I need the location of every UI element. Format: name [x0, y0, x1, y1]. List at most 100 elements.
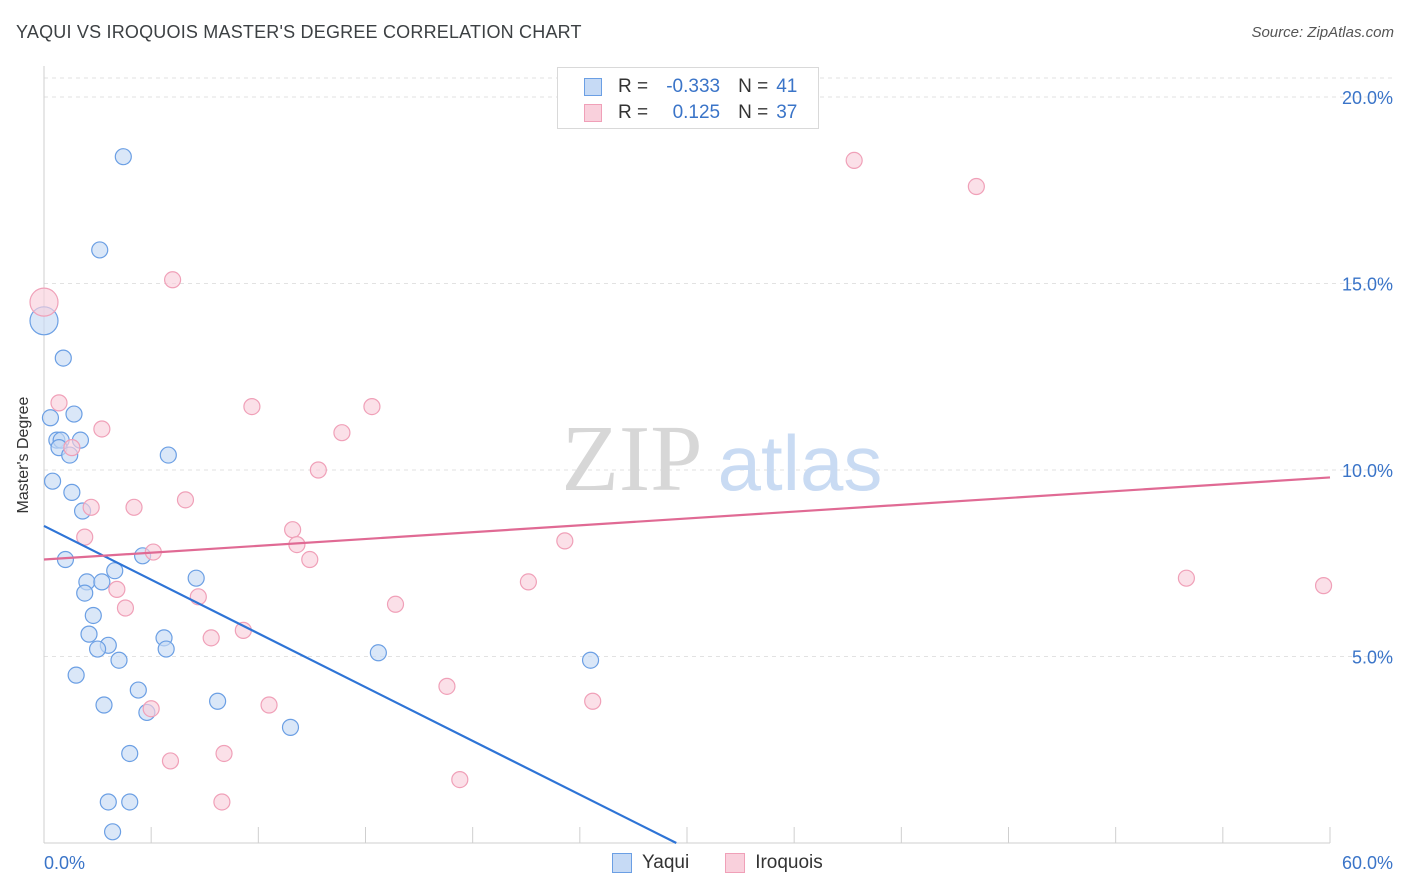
iroquois-point	[176, 491, 195, 509]
iroquois-point	[50, 394, 68, 412]
iroquois-point	[142, 700, 160, 718]
trend-lines	[43, 476, 1331, 844]
iroquois-point	[164, 271, 182, 289]
series-label-iroquois: Iroquois	[755, 852, 823, 873]
series-legend-yaqui: Yaqui	[612, 852, 689, 874]
yaqui-point	[84, 606, 102, 625]
iroquois-point	[1177, 569, 1195, 587]
yaqui-point	[157, 640, 175, 658]
yaqui-point	[187, 569, 205, 587]
yaqui-point	[106, 562, 124, 580]
series-swatch-iroquois	[725, 853, 746, 873]
iroquois-point	[333, 424, 351, 442]
yaqui-point	[110, 651, 128, 669]
yaqui-point	[67, 666, 85, 684]
legend-row-yaqui: R = -0.333 N = 41	[584, 75, 797, 99]
iroquois-point	[202, 629, 220, 647]
iroquois-trend-line	[43, 476, 1331, 561]
yaqui-point	[209, 692, 227, 710]
legend-row-iroquois: R = 0.125 N = 37	[584, 101, 797, 125]
iroquois-point	[161, 752, 180, 770]
yaqui-point	[581, 651, 600, 669]
grid-lines	[44, 77, 1392, 657]
yaqui-point	[63, 483, 81, 501]
yaqui-point	[99, 793, 117, 811]
legend-swatch-yaqui	[584, 78, 602, 96]
yaqui-point	[121, 744, 139, 763]
data-points	[29, 148, 1333, 841]
yaqui-point	[121, 793, 139, 811]
yaqui-point	[129, 681, 147, 699]
yaqui-point	[88, 640, 107, 658]
y-axis-label: Master's Degree	[15, 396, 32, 514]
legend-r-label: R =	[618, 76, 649, 97]
yaqui-point	[41, 409, 60, 427]
iroquois-point	[451, 770, 469, 789]
legend-n-value: 37	[776, 102, 798, 123]
yaqui-point	[95, 696, 113, 714]
yaqui-point	[43, 472, 62, 490]
iroquois-point	[63, 439, 81, 457]
iroquois-point	[967, 177, 985, 196]
iroquois-point	[301, 550, 319, 569]
x-tick-label: 0.0%	[44, 853, 85, 873]
series-swatch-yaqui	[612, 853, 632, 873]
yaqui-trend-line	[43, 524, 677, 844]
legend-r-value: 0.125	[672, 102, 721, 123]
tick-labels: 5.0% 10.0% 15.0% 20.0% 0.0% 60.0%	[44, 88, 1393, 873]
series-label-yaqui: Yaqui	[642, 852, 690, 873]
yaqui-point	[91, 241, 109, 259]
iroquois-point	[845, 151, 863, 170]
iroquois-point	[309, 461, 327, 479]
yaqui-point	[103, 823, 122, 841]
yaqui-point	[65, 405, 83, 423]
iroquois-point	[108, 580, 126, 598]
legend-r-label: R =	[618, 102, 649, 123]
yaqui-point	[80, 625, 98, 643]
iroquois-point	[260, 696, 278, 714]
iroquois-point	[116, 599, 135, 617]
iroquois-point	[93, 420, 111, 438]
iroquois-point	[363, 397, 381, 416]
x-tick-label: 60.0%	[1342, 853, 1393, 873]
source-label: Source: ZipAtlas.com	[1251, 24, 1394, 41]
yaqui-point	[54, 349, 72, 367]
legend-r-value: -0.333	[666, 76, 721, 97]
watermark-zip: ZIP	[562, 407, 703, 511]
legend-swatch-iroquois	[584, 104, 602, 122]
watermark: ZIP atlas	[562, 407, 883, 511]
correlation-legend: R = -0.333 N = 41 R = 0.125 N = 37	[557, 67, 819, 129]
legend-n-label: N =	[738, 102, 769, 123]
watermark-atlas: atlas	[718, 419, 883, 507]
iroquois-point	[386, 595, 405, 613]
yaqui-point	[93, 573, 111, 591]
yaqui-point	[369, 644, 387, 662]
iroquois-point	[1314, 577, 1333, 595]
iroquois-point	[284, 521, 302, 539]
yaqui-point	[159, 446, 177, 464]
legend-n-value: 41	[776, 76, 798, 97]
series-legend-iroquois: Iroquois	[725, 852, 823, 874]
yaqui-point	[114, 148, 132, 166]
iroquois-point	[125, 498, 143, 516]
iroquois-point	[243, 397, 261, 416]
yaqui-point	[281, 718, 300, 736]
y-tick-label: 15.0%	[1342, 275, 1393, 295]
iroquois-point	[213, 793, 231, 811]
y-tick-label: 20.0%	[1342, 88, 1393, 108]
iroquois-point	[438, 677, 456, 695]
yaqui-point	[76, 584, 94, 602]
axes	[43, 66, 1331, 844]
iroquois-point	[556, 532, 574, 550]
chart-title: YAQUI VS IROQUOIS MASTER'S DEGREE CORREL…	[16, 22, 582, 42]
iroquois-point	[584, 692, 602, 710]
iroquois-point	[82, 498, 100, 516]
y-tick-label: 5.0%	[1352, 648, 1393, 668]
iroquois-point	[29, 287, 59, 317]
series-legend: Yaqui Iroquois	[612, 852, 859, 874]
legend-n-label: N =	[738, 76, 769, 97]
y-tick-label: 10.0%	[1342, 461, 1393, 481]
iroquois-point	[215, 744, 233, 763]
iroquois-point	[519, 573, 537, 591]
